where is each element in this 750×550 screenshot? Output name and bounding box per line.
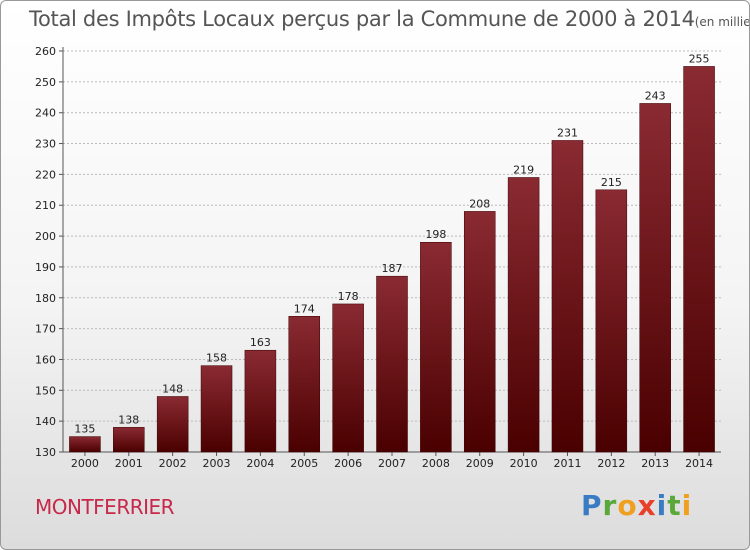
logo-letter: i — [681, 489, 693, 522]
chart-unit: (en milliers d'€) — [694, 15, 750, 29]
bar — [288, 316, 321, 453]
x-tick-label: 2004 — [246, 457, 274, 470]
y-tick-label: 220 — [35, 168, 56, 181]
y-tick-label: 240 — [35, 107, 56, 120]
bar — [113, 427, 145, 453]
y-tick-label: 180 — [35, 292, 56, 305]
x-tick-label: 2003 — [203, 457, 231, 470]
data-label: 135 — [74, 423, 95, 436]
logo-letter: t — [667, 489, 682, 522]
data-label: 148 — [162, 382, 183, 395]
bar — [69, 436, 101, 453]
bar — [156, 396, 189, 453]
data-label: 243 — [645, 89, 666, 102]
bar — [551, 140, 584, 453]
y-tick-label: 210 — [35, 199, 56, 212]
logo-letter: P — [581, 489, 603, 522]
y-tick-label: 260 — [35, 45, 56, 58]
y-tick-label: 250 — [35, 76, 56, 89]
data-label: 178 — [338, 290, 359, 303]
x-tick-label: 2010 — [510, 457, 538, 470]
commune-name: MONTFERRIER — [35, 495, 175, 519]
data-label: 208 — [469, 197, 490, 210]
bar — [595, 189, 628, 453]
x-tick-label: 2001 — [115, 457, 143, 470]
proxiti-logo: Proxiti — [581, 489, 692, 522]
y-tick-label: 140 — [35, 415, 56, 428]
bar — [683, 66, 715, 453]
bar — [376, 275, 408, 453]
logo-letter: i — [656, 489, 668, 522]
y-tick-label: 190 — [35, 261, 56, 274]
x-tick-label: 2014 — [685, 457, 713, 470]
y-tick-label: 160 — [35, 353, 56, 366]
x-tick-label: 2002 — [159, 457, 187, 470]
y-tick-label: 230 — [35, 138, 56, 151]
logo-letter: x — [637, 489, 657, 522]
logo-letter: r — [602, 489, 618, 522]
logo-letter: o — [617, 489, 638, 522]
bar — [463, 211, 496, 453]
data-label: 187 — [382, 262, 403, 275]
data-label: 158 — [206, 352, 227, 365]
data-label: 255 — [689, 52, 710, 65]
x-tick-label: 2012 — [597, 457, 625, 470]
bar — [244, 349, 277, 453]
data-label: 163 — [250, 336, 271, 349]
data-label: 219 — [513, 163, 534, 176]
data-label: 215 — [601, 176, 622, 189]
x-tick-label: 2008 — [422, 457, 450, 470]
data-label: 198 — [425, 228, 446, 241]
y-tick-label: 150 — [35, 384, 56, 397]
y-tick-label: 170 — [35, 323, 56, 336]
x-tick-label: 2006 — [334, 457, 362, 470]
data-label: 138 — [118, 413, 139, 426]
x-tick-label: 2000 — [71, 457, 99, 470]
bar — [507, 177, 540, 453]
data-label: 231 — [557, 126, 578, 139]
data-label: 174 — [294, 302, 315, 315]
bars — [69, 66, 715, 453]
x-tick-label: 2007 — [378, 457, 406, 470]
chart-title-text: Total des Impôts Locaux perçus par la Co… — [29, 7, 695, 31]
x-tick-label: 2005 — [290, 457, 318, 470]
bar — [200, 365, 233, 453]
chart-title: Total des Impôts Locaux perçus par la Co… — [29, 7, 750, 31]
y-tick-label: 200 — [35, 230, 56, 243]
x-tick-label: 2011 — [553, 457, 581, 470]
bar — [332, 303, 364, 453]
bar — [420, 241, 452, 453]
x-tick-label: 2009 — [466, 457, 494, 470]
x-tick-label: 2013 — [641, 457, 669, 470]
y-tick-label: 130 — [35, 446, 56, 459]
labels: 130 140 150 160 170 180 190 200 210 220 230 240 250 2… — [35, 45, 713, 470]
bar — [639, 103, 671, 453]
